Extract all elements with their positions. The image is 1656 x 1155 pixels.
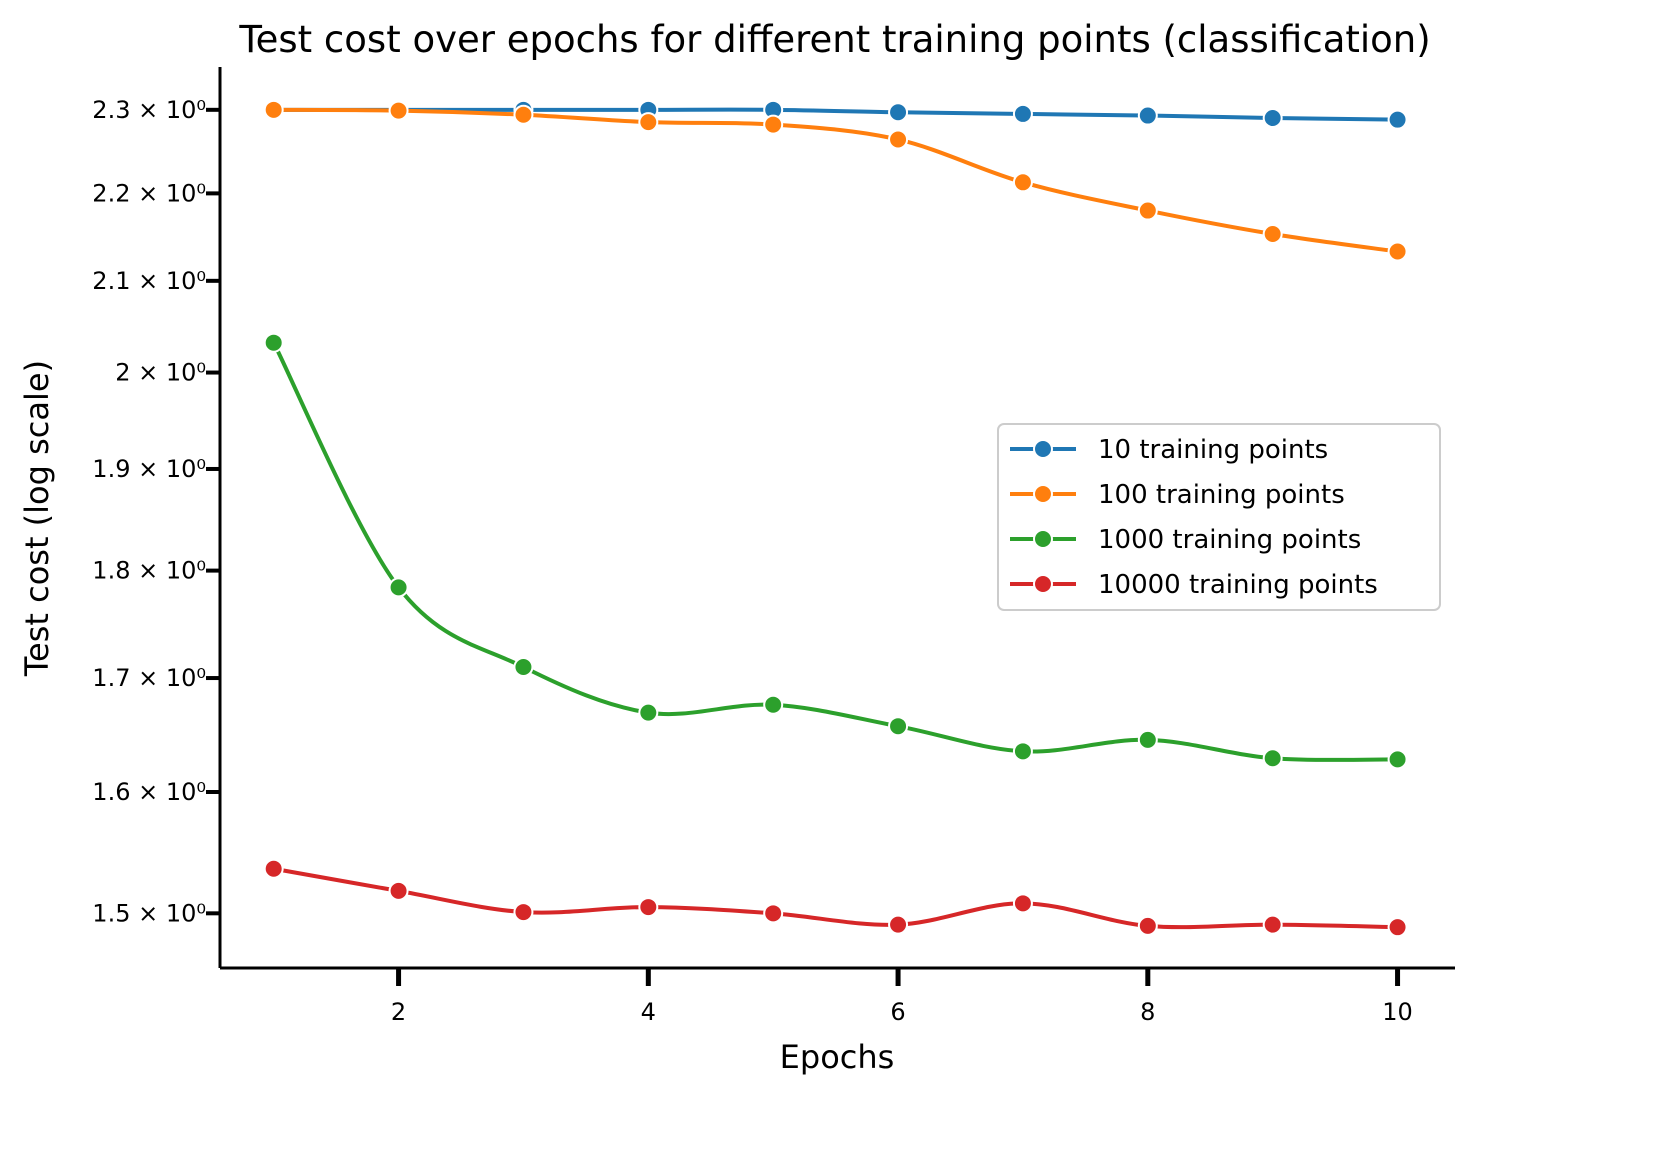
data-point <box>1387 109 1408 130</box>
data-point <box>1137 729 1158 750</box>
data-point <box>1262 223 1283 244</box>
series-1 <box>263 99 1408 262</box>
legend-marker <box>1033 439 1053 459</box>
series-line <box>273 866 1398 930</box>
data-point <box>763 114 784 135</box>
data-point <box>1387 749 1408 770</box>
series-line <box>273 107 1398 122</box>
data-point <box>1262 748 1283 769</box>
data-point <box>763 694 784 715</box>
y-tick-label: 2.3 × 10⁰ <box>92 96 206 124</box>
y-tick-label: 1.8 × 10⁰ <box>92 557 206 585</box>
data-point <box>638 897 659 918</box>
data-point <box>1387 241 1408 262</box>
y-tick-label: 2.1 × 10⁰ <box>92 267 206 295</box>
data-point <box>638 112 659 133</box>
data-point <box>513 902 534 923</box>
y-tick-label: 2 × 10⁰ <box>115 359 206 387</box>
legend-marker <box>1033 574 1053 594</box>
data-point <box>388 880 409 901</box>
y-tick-label: 1.6 × 10⁰ <box>92 778 206 806</box>
series-2 <box>263 332 1408 770</box>
data-point <box>1012 172 1033 193</box>
y-tick-label: 1.9 × 10⁰ <box>92 455 206 483</box>
data-point <box>888 129 909 150</box>
data-point <box>1012 103 1033 124</box>
data-point <box>1262 914 1283 935</box>
y-tick-label: 2.2 × 10⁰ <box>92 179 206 207</box>
chart-title: Test cost over epochs for different trai… <box>238 18 1430 61</box>
data-point <box>263 332 284 353</box>
data-point <box>388 100 409 121</box>
x-tick-label: 2 <box>391 998 406 1026</box>
x-tick-label: 8 <box>1140 998 1155 1026</box>
x-tick-label: 4 <box>641 998 656 1026</box>
data-point <box>263 858 284 879</box>
data-point <box>513 104 534 125</box>
series-line <box>271 341 1398 763</box>
y-tick-label: 1.7 × 10⁰ <box>92 664 206 692</box>
data-point <box>888 102 909 123</box>
y-axis-label: Test cost (log scale) <box>18 360 56 677</box>
series-0 <box>263 99 1408 130</box>
y-tick-label: 1.5 × 10⁰ <box>92 899 206 927</box>
legend-marker <box>1033 529 1053 549</box>
data-point <box>1012 741 1033 762</box>
legend-box <box>997 423 1441 611</box>
legend-label: 100 training points <box>1098 480 1345 510</box>
data-point <box>1387 917 1408 938</box>
data-point <box>1012 893 1033 914</box>
data-point <box>1137 200 1158 221</box>
data-point <box>1137 105 1158 126</box>
data-point <box>1262 108 1283 129</box>
data-point <box>263 99 284 120</box>
data-point <box>638 702 659 723</box>
x-tick-label: 10 <box>1382 998 1413 1026</box>
legend-label: 1000 training points <box>1098 525 1361 555</box>
x-tick-label: 6 <box>890 998 905 1026</box>
data-point <box>763 903 784 924</box>
series-line <box>273 107 1398 254</box>
data-point <box>888 914 909 935</box>
legend-marker <box>1033 484 1053 504</box>
data-point <box>1137 915 1158 936</box>
x-axis-label: Epochs <box>780 1038 895 1076</box>
data-point <box>888 716 909 737</box>
data-point <box>388 577 409 598</box>
data-point <box>513 657 534 678</box>
legend-label: 10000 training points <box>1098 570 1378 600</box>
series-3 <box>263 858 1408 938</box>
legend: 10 training points 100 training points 100… <box>997 423 1441 611</box>
legend-label: 10 training points <box>1098 435 1328 465</box>
